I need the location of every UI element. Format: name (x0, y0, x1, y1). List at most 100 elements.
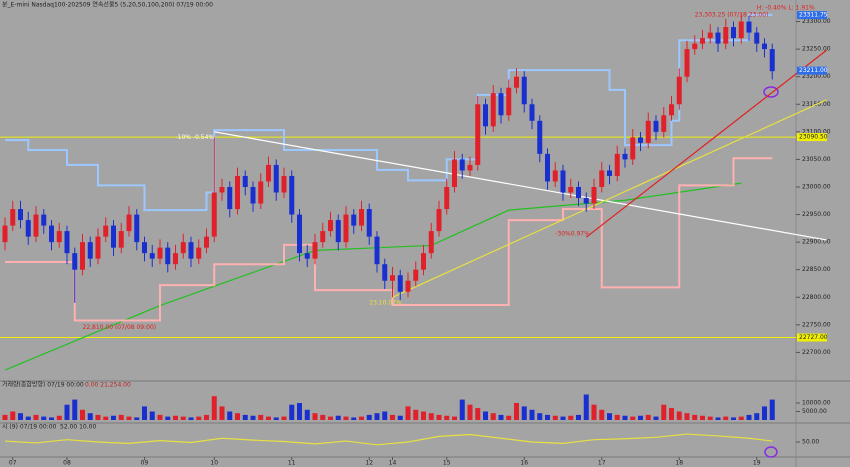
candle-body (242, 175, 248, 187)
candle-body (49, 225, 54, 243)
candle-body (754, 32, 760, 44)
candle-body (18, 209, 23, 221)
volume-bar (180, 416, 186, 420)
candle-body (622, 153, 628, 160)
volume-bar (103, 416, 109, 420)
volume-bar (599, 409, 605, 420)
y-tick-label: 50.00 (802, 439, 819, 446)
volume-bar (72, 399, 78, 420)
y-tick-label: 23200.00 (802, 73, 831, 80)
volume-bar (304, 409, 310, 420)
panel-subtitle: 0.00 21,254.00 (85, 382, 131, 389)
candle-body (397, 275, 403, 292)
volume-bar (475, 408, 481, 420)
volume-bar (428, 413, 434, 420)
volume-bar (607, 413, 612, 420)
volume-bar (196, 416, 202, 420)
volume-bar (614, 414, 620, 420)
volume-bar (80, 409, 85, 420)
volume-bar (56, 415, 62, 420)
volume-bar (41, 416, 47, 420)
volume-bar (273, 417, 279, 420)
volume-bar (258, 414, 264, 420)
line (585, 49, 827, 238)
candle-body (250, 186, 256, 204)
x-tick-label: 07 (9, 460, 17, 467)
candle-body (661, 115, 667, 132)
volume-bar (64, 404, 70, 420)
line (5, 157, 773, 322)
candle-body (731, 27, 736, 39)
volume-bar (583, 394, 589, 420)
volume-bar (87, 413, 93, 420)
volume-bar (25, 416, 31, 420)
x-tick-label: 17 (598, 460, 606, 467)
candle-body (258, 181, 264, 204)
volume-bar (568, 415, 574, 420)
volume-bar (459, 399, 465, 420)
volume-bar (312, 413, 318, 420)
volume-bar (514, 403, 519, 420)
x-tick-label: 09 (141, 460, 149, 467)
candle-body (204, 236, 209, 248)
candle-body (576, 186, 581, 199)
candle-body (645, 120, 651, 143)
volume-bar (289, 404, 295, 420)
volume-bar (18, 413, 23, 420)
candle-body (328, 220, 333, 232)
candle-body (382, 264, 388, 281)
candle-body (335, 220, 341, 243)
candle-body (436, 209, 442, 232)
annotation: 23,10.07% (369, 299, 402, 306)
candle-body (444, 186, 450, 210)
price-tag (797, 133, 827, 142)
volume-bar (10, 411, 16, 420)
candle-body (614, 153, 620, 176)
volume-bar (49, 417, 54, 420)
price-tag-label: 22727.00 (799, 334, 828, 341)
volume-bar (165, 416, 171, 420)
candle-body (599, 170, 605, 187)
candle-body (413, 269, 419, 281)
candle-body (653, 120, 659, 132)
volume-bar (134, 417, 140, 420)
volume-bar (219, 406, 225, 420)
volume-bar (436, 414, 442, 420)
x-tick-label: 12 (365, 460, 373, 467)
volume-bar (173, 415, 178, 420)
candle-body (126, 214, 132, 232)
x-tick-label: 15 (443, 460, 451, 467)
volume-bar (537, 413, 543, 420)
volume-bar (343, 416, 349, 420)
volume-bar (149, 411, 155, 420)
candle-body (180, 242, 186, 254)
volume-bar (405, 406, 411, 420)
candle-body (591, 186, 597, 204)
candle-body (289, 175, 295, 215)
panel-title: 시 (9) 07/19 00:00 (2, 424, 57, 431)
candle-body (552, 170, 558, 182)
candle-body (428, 231, 434, 254)
candle-body (103, 225, 109, 237)
candle-body (684, 49, 690, 77)
volume-bar (242, 414, 248, 420)
volume-bar (281, 416, 287, 420)
candle-body (227, 186, 233, 210)
y-tick-label: 22800.00 (802, 294, 831, 301)
volume-bar (754, 413, 760, 420)
candle-body (638, 137, 643, 143)
y-tick-label: 22900.00 (802, 239, 831, 246)
y-tick-label: 22950.00 (802, 211, 831, 218)
candle-body (312, 242, 318, 259)
volume-bar (227, 411, 233, 420)
chart-title: 분_E-mini Nasdaq100-202509 연속선물5 (5,20,50… (2, 1, 213, 9)
candle-body (281, 175, 287, 193)
x-tick-label: 18 (675, 460, 683, 467)
volume-bar (95, 414, 101, 420)
volume-bar (397, 415, 403, 420)
candle-body (560, 170, 566, 193)
candle-body (219, 186, 225, 193)
candle-body (405, 280, 411, 292)
